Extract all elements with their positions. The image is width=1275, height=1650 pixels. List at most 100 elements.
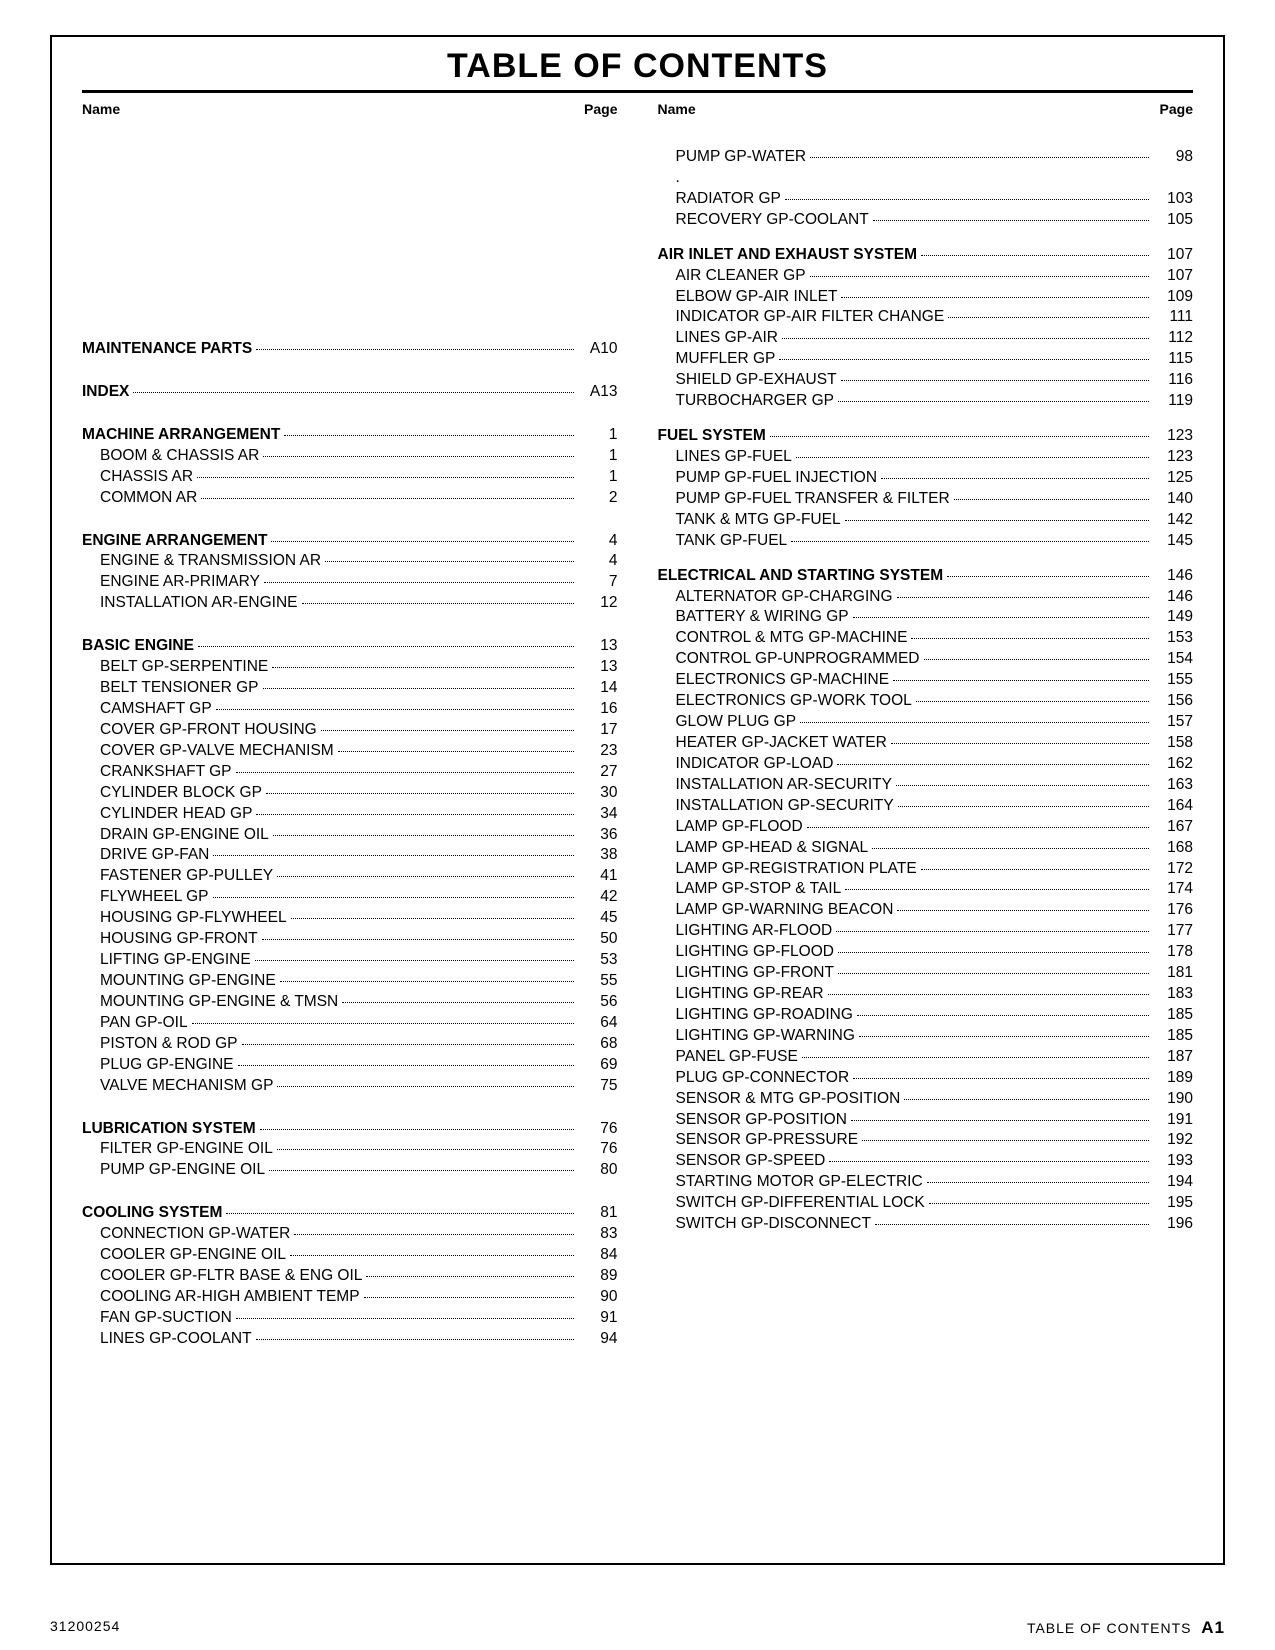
toc-entry: SWITCH GP-DISCONNECT196 [658, 1214, 1194, 1235]
toc-entry-page: 42 [578, 887, 618, 908]
toc-entry-page: 183 [1153, 984, 1193, 1005]
toc-entry-page: A13 [578, 382, 618, 403]
toc-entry: LAMP GP-HEAD & SIGNAL168 [658, 838, 1194, 859]
toc-entry-page: 185 [1153, 1026, 1193, 1047]
toc-entry: LAMP GP-REGISTRATION PLATE172 [658, 859, 1194, 880]
toc-entry: BELT TENSIONER GP14 [82, 678, 618, 699]
toc-dots [256, 349, 573, 350]
toc-entry-label: PANEL GP-FUSE [658, 1047, 798, 1068]
toc-dots [364, 1297, 574, 1298]
toc-entry: STARTING MOTOR GP-ELECTRIC194 [658, 1172, 1194, 1193]
toc-entry-page: 56 [578, 992, 618, 1013]
toc-entry-label: HOUSING GP-FRONT [82, 929, 258, 950]
toc-entry-label: PUMP GP-WATER [658, 147, 807, 168]
toc-entry-page: 153 [1153, 628, 1193, 649]
right-entries: PUMP GP-WATER98.RADIATOR GP103RECOVERY G… [658, 147, 1194, 1235]
toc-dots [779, 359, 1149, 360]
toc-entry-label: FILTER GP-ENGINE OIL [82, 1139, 273, 1160]
toc-entry-label: TANK & MTG GP-FUEL [658, 510, 841, 531]
toc-dots [782, 338, 1149, 339]
toc-entry-label: BATTERY & WIRING GP [658, 607, 849, 628]
toc-entry-page: 191 [1153, 1110, 1193, 1131]
toc-entry-page: 36 [578, 825, 618, 846]
toc-dots [859, 1036, 1149, 1037]
toc-entry: ELBOW GP-AIR INLET109 [658, 287, 1194, 308]
toc-dots [242, 1044, 574, 1045]
toc-entry: GLOW PLUG GP157 [658, 712, 1194, 733]
toc-dots [338, 751, 574, 752]
toc-entry-label: INDICATOR GP-AIR FILTER CHANGE [658, 307, 945, 328]
toc-entry: PUMP GP-ENGINE OIL80 [82, 1160, 618, 1181]
toc-entry-label: LIGHTING GP-FLOOD [658, 942, 834, 963]
toc-entry: CONTROL & MTG GP-MACHINE153 [658, 628, 1194, 649]
toc-entry-label: LIGHTING GP-FRONT [658, 963, 834, 984]
toc-entry-page: 13 [578, 657, 618, 678]
toc-entry: ENGINE & TRANSMISSION AR4 [82, 551, 618, 572]
left-column-header: Name Page [82, 101, 618, 117]
toc-entry-page: 41 [578, 866, 618, 887]
toc-entry-label: PLUG GP-ENGINE [82, 1055, 234, 1076]
toc-entry-page: 50 [578, 929, 618, 950]
toc-entry-label: CONNECTION GP-WATER [82, 1224, 290, 1245]
toc-dots [898, 806, 1149, 807]
toc-entry-label: AIR INLET AND EXHAUST SYSTEM [658, 245, 918, 266]
toc-dots [829, 1161, 1149, 1162]
toc-entry-label: RADIATOR GP [658, 189, 781, 210]
header-page-right: Page [1160, 101, 1193, 117]
toc-entry-page: 76 [578, 1139, 618, 1160]
toc-entry-page: 158 [1153, 733, 1193, 754]
toc-entry-page: 163 [1153, 775, 1193, 796]
toc-entry: MAINTENANCE PARTS A10 [82, 339, 618, 360]
toc-entry-label: ALTERNATOR GP-CHARGING [658, 587, 893, 608]
toc-entry-page: 190 [1153, 1089, 1193, 1110]
toc-entry-label: CONTROL GP-UNPROGRAMMED [658, 649, 920, 670]
toc-entry-label: COOLER GP-FLTR BASE & ENG OIL [82, 1266, 362, 1287]
toc-entry-page: 189 [1153, 1068, 1193, 1089]
toc-entry-label: PAN GP-OIL [82, 1013, 188, 1034]
toc-dots [192, 1023, 574, 1024]
toc-dots [290, 1255, 573, 1256]
toc-entry-page: 112 [1153, 328, 1193, 349]
toc-entry: SENSOR & MTG GP-POSITION190 [658, 1089, 1194, 1110]
toc-entry-label: SWITCH GP-DIFFERENTIAL LOCK [658, 1193, 925, 1214]
toc-entry: COOLING SYSTEM81 [82, 1203, 618, 1224]
toc-entry: LIGHTING GP-FRONT181 [658, 963, 1194, 984]
toc-entry-label: INSTALLATION AR-ENGINE [82, 593, 298, 614]
toc-entry-label: STARTING MOTOR GP-ELECTRIC [658, 1172, 923, 1193]
toc-dots [260, 1129, 574, 1130]
toc-dots [897, 597, 1149, 598]
toc-dots [845, 520, 1149, 521]
toc-entry-label: . [658, 168, 680, 189]
header-name-right: Name [658, 101, 696, 117]
toc-entry-page: 14 [578, 678, 618, 699]
toc-entry-page: A10 [578, 339, 618, 360]
toc-entry-label: LAMP GP-REGISTRATION PLATE [658, 859, 917, 880]
toc-entry: LINES GP-FUEL123 [658, 447, 1194, 468]
toc-entry-label: AIR CLEANER GP [658, 266, 806, 287]
toc-entry: DRAIN GP-ENGINE OIL36 [82, 825, 618, 846]
toc-entry: . [658, 168, 1194, 189]
toc-entry: CAMSHAFT GP16 [82, 699, 618, 720]
toc-dots [198, 646, 574, 647]
toc-dots [770, 436, 1149, 437]
title-rule [82, 90, 1193, 93]
toc-dots [321, 730, 574, 731]
toc-entry-page: 154 [1153, 649, 1193, 670]
toc-entry: SENSOR GP-SPEED193 [658, 1151, 1194, 1172]
toc-entry: LINES GP-AIR112 [658, 328, 1194, 349]
toc-dots [947, 576, 1149, 577]
toc-dots [891, 743, 1149, 744]
toc-entry-label: BASIC ENGINE [82, 636, 194, 657]
toc-entry-label: LIGHTING GP-REAR [658, 984, 824, 1005]
toc-dots [954, 499, 1149, 500]
left-top-spacer [82, 147, 618, 317]
toc-entry-page: 168 [1153, 838, 1193, 859]
toc-dots [862, 1140, 1149, 1141]
toc-entry-label: MUFFLER GP [658, 349, 776, 370]
toc-entry-label: MAINTENANCE PARTS [82, 339, 252, 360]
toc-entry: PUMP GP-WATER98 [658, 147, 1194, 168]
toc-entry: FLYWHEEL GP42 [82, 887, 618, 908]
toc-entry-label: ENGINE AR-PRIMARY [82, 572, 260, 593]
toc-entry: SHIELD GP-EXHAUST116 [658, 370, 1194, 391]
toc-entry-page: 167 [1153, 817, 1193, 838]
